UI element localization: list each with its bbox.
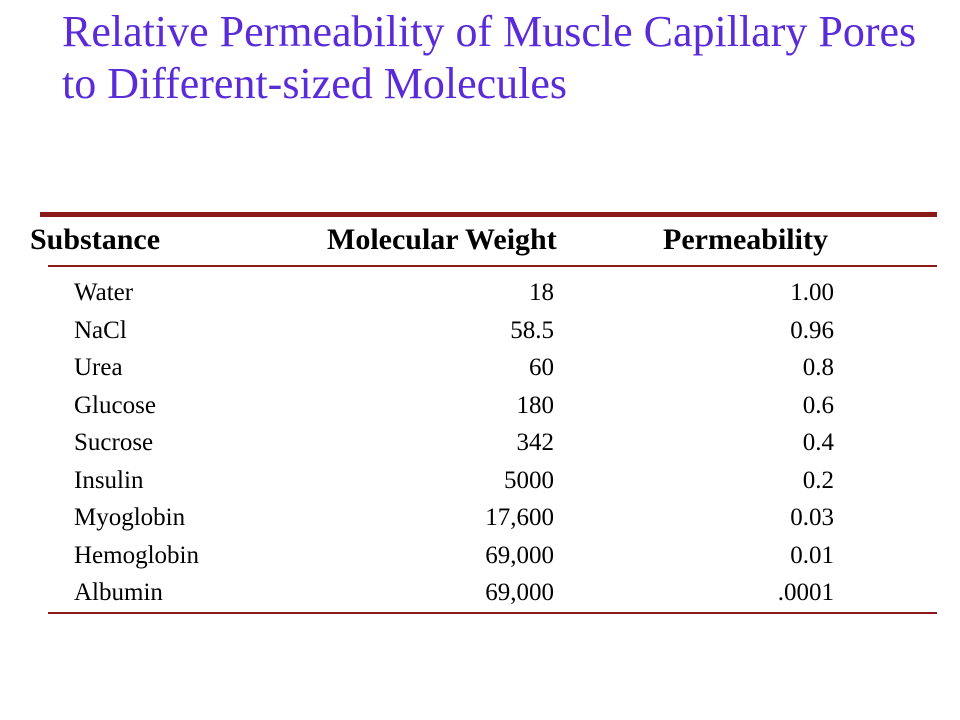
table-row: Water 18 1.00 bbox=[0, 274, 960, 312]
table-row: Sucrose 342 0.4 bbox=[0, 424, 960, 462]
cell-substance: NaCl bbox=[74, 316, 127, 344]
cell-permeability: 1.00 bbox=[790, 279, 834, 306]
cell-molecular-weight: 180 bbox=[516, 391, 555, 419]
slide-title: Relative Permeability of Muscle Capillar… bbox=[62, 7, 917, 108]
cell-permeability: 0.6 bbox=[802, 391, 834, 419]
cell-permeability: 0.96 bbox=[790, 316, 834, 344]
table-row: Glucose 180 0.6 bbox=[0, 387, 960, 425]
table-row: Urea 60 0.8 bbox=[0, 349, 960, 387]
cell-substance: Insulin bbox=[74, 466, 144, 494]
cell-permeability: 0.4 bbox=[802, 429, 834, 456]
cell-molecular-weight: 17,600 bbox=[485, 504, 554, 531]
cell-permeability: 0.2 bbox=[802, 466, 834, 494]
table-row: Insulin 5000 0.2 bbox=[0, 462, 960, 500]
header-permeability: Permeability bbox=[663, 223, 828, 256]
cell-substance: Glucose bbox=[74, 391, 156, 419]
cell-substance: Myoglobin bbox=[74, 504, 186, 531]
cell-molecular-weight: 58.5 bbox=[510, 316, 554, 344]
table-row: Albumin 69,000 .0001 bbox=[0, 574, 960, 612]
cell-permeability: 0.8 bbox=[802, 354, 834, 381]
cell-molecular-weight: 69,000 bbox=[485, 541, 554, 569]
cell-permeability: 0.03 bbox=[790, 504, 834, 531]
header-substance: Substance bbox=[30, 223, 161, 256]
cell-molecular-weight: 342 bbox=[516, 429, 555, 456]
cell-permeability: 0.01 bbox=[790, 541, 834, 569]
cell-substance: Sucrose bbox=[74, 429, 154, 456]
cell-substance: Hemoglobin bbox=[74, 541, 199, 569]
cell-molecular-weight: 18 bbox=[529, 279, 554, 306]
table-row: Hemoglobin 69,000 0.01 bbox=[0, 537, 960, 575]
table-body: Water 18 1.00 NaCl 58.5 0.96 Urea 60 0.8… bbox=[0, 274, 960, 612]
cell-substance: Water bbox=[74, 279, 134, 306]
table-row: Myoglobin 17,600 0.03 bbox=[0, 499, 960, 537]
table-bottom-rule bbox=[48, 612, 937, 614]
cell-substance: Albumin bbox=[74, 579, 163, 606]
table-top-rule bbox=[40, 212, 937, 217]
cell-molecular-weight: 60 bbox=[529, 354, 554, 381]
cell-molecular-weight: 5000 bbox=[504, 466, 554, 494]
header-molecular-weight: Molecular Weight bbox=[327, 223, 557, 256]
table-header-rule bbox=[48, 265, 937, 267]
cell-substance: Urea bbox=[74, 354, 123, 381]
table-row: NaCl 58.5 0.96 bbox=[0, 312, 960, 350]
cell-molecular-weight: 69,000 bbox=[485, 579, 554, 606]
cell-permeability: .0001 bbox=[777, 579, 834, 606]
